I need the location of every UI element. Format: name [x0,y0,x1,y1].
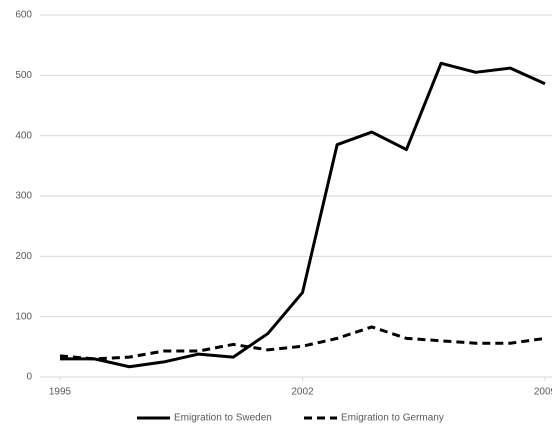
y-tick-label: 500 [15,70,32,81]
y-tick-label: 600 [15,10,32,21]
x-tick-label: 2009 [534,387,552,398]
series-line [59,325,546,361]
x-tick-label: 2002 [291,387,314,398]
y-tick-label: 200 [15,251,32,262]
y-tick-label: 400 [15,130,32,141]
legend-label: Emigration to Sweden [174,413,272,424]
x-tick-label: 1995 [49,387,72,398]
y-tick-label: 0 [26,372,32,383]
y-tick-label: 100 [15,311,32,322]
series-line [60,61,546,369]
legend-label: Emigration to Germany [341,413,444,424]
y-tick-label: 300 [15,191,32,202]
